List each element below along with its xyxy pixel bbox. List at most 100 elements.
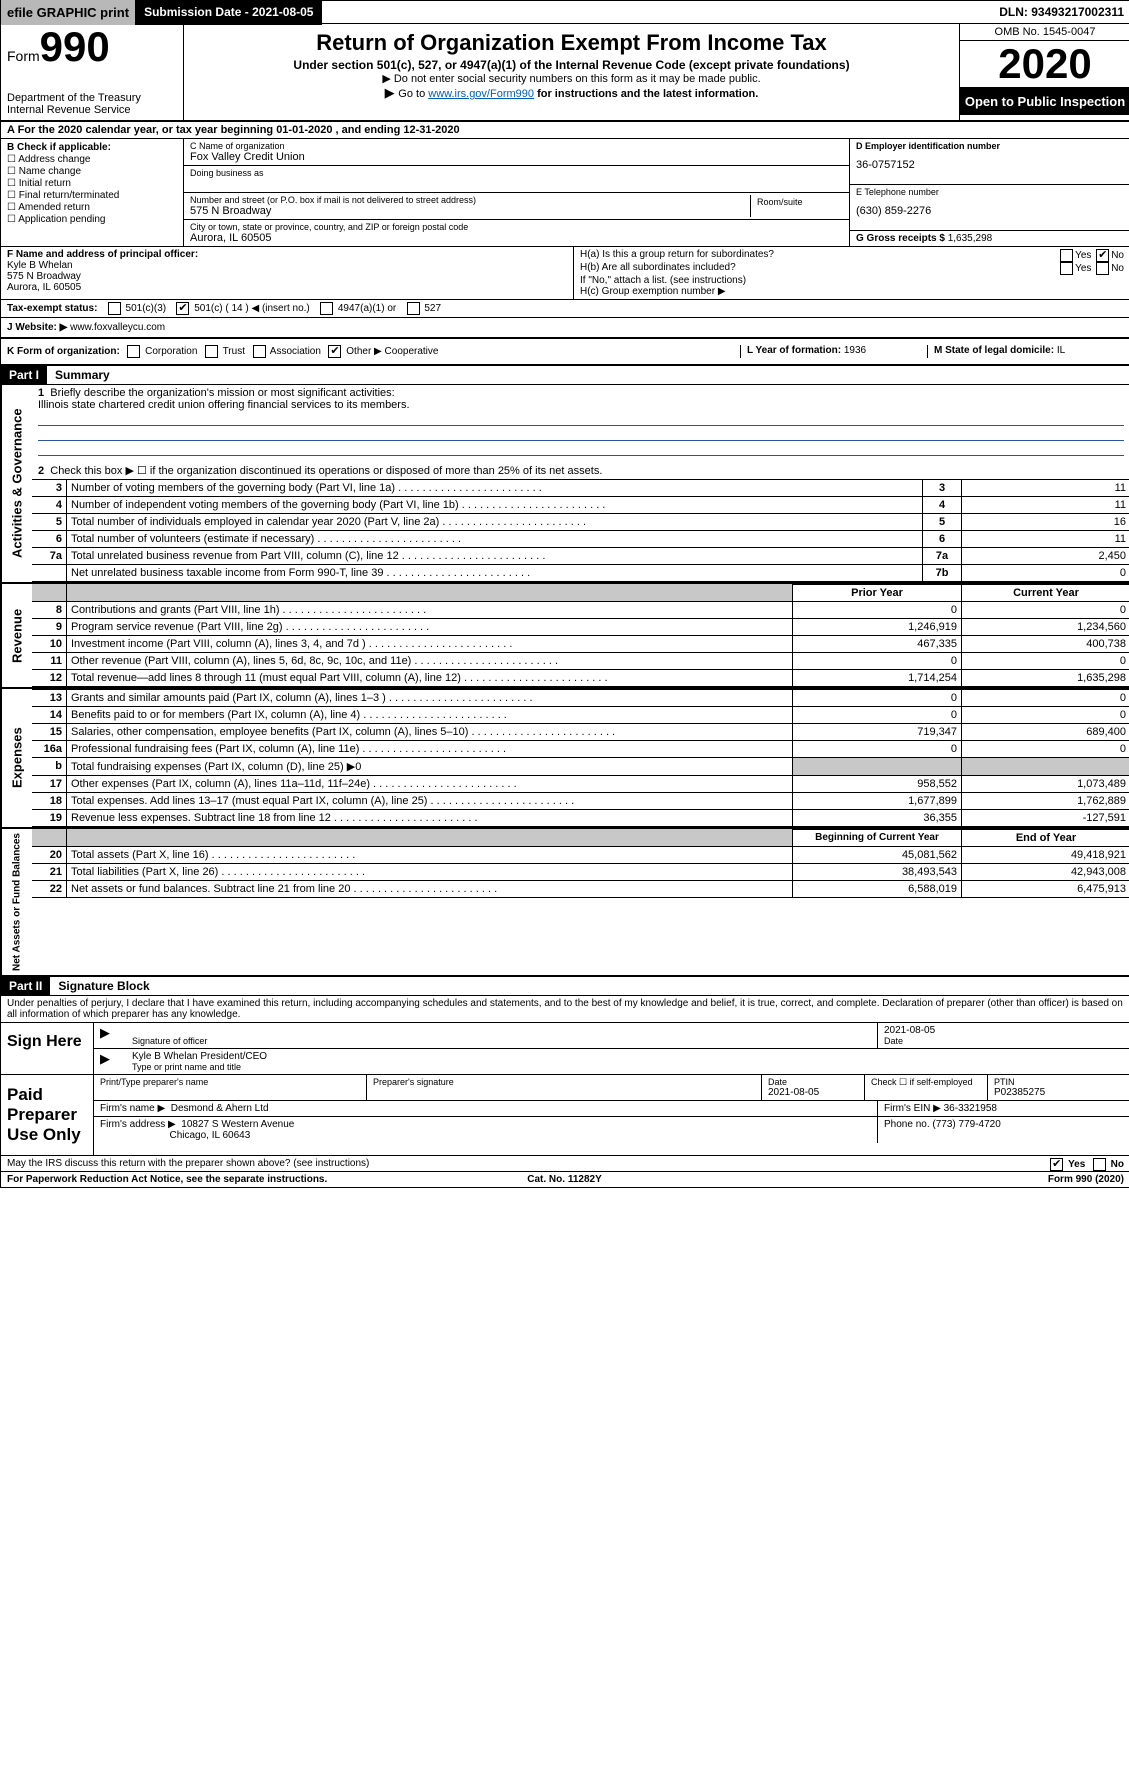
ptin-label: PTIN (994, 1077, 1124, 1087)
phone-label: E Telephone number (856, 187, 1124, 197)
open-to-public: Open to Public Inspection (960, 88, 1129, 115)
sig-officer-label: Signature of officer (132, 1036, 871, 1046)
paid-preparer-label: Paid Preparer Use Only (1, 1075, 94, 1155)
table-row: 8Contributions and grants (Part VIII, li… (32, 601, 1129, 618)
firm-name-label: Firm's name ▶ (100, 1103, 165, 1114)
city-value: Aurora, IL 60505 (190, 232, 843, 244)
chk-trust[interactable] (205, 345, 218, 358)
h-b-no[interactable] (1096, 262, 1109, 275)
paid-preparer-section: Paid Preparer Use Only Print/Type prepar… (1, 1075, 1129, 1155)
q2-num: 2 (38, 465, 44, 477)
net-assets-table: Beginning of Current Year End of Year 20… (32, 829, 1129, 898)
part-ii-badge: Part II (1, 977, 50, 995)
q2-text: Check this box ▶ ☐ if the organization d… (50, 465, 602, 477)
prior-year-head: Prior Year (793, 584, 962, 601)
chk-final-return[interactable]: Final return/terminated (7, 190, 177, 201)
table-row: 6Total number of volunteers (estimate if… (32, 530, 1129, 547)
firm-name: Desmond & Ahern Ltd (171, 1103, 269, 1114)
sig-date: 2021-08-05 (884, 1025, 1124, 1036)
table-row: bTotal fundraising expenses (Part IX, co… (32, 757, 1129, 775)
header-left: Form990 Department of the Treasury Inter… (1, 24, 184, 120)
h-a-no[interactable] (1096, 249, 1109, 262)
side-expenses: Expenses (1, 689, 32, 827)
suite-label: Room/suite (757, 197, 837, 207)
tax-status-label: Tax-exempt status: (7, 303, 97, 314)
revenue-section: Revenue Prior Year Current Year 8Contrib… (1, 584, 1129, 689)
subtitle-2: Do not enter social security numbers on … (194, 72, 949, 85)
topbar: efile GRAPHIC print Submission Date - 20… (1, 1, 1129, 24)
prep-date: 2021-08-05 (768, 1087, 858, 1098)
chk-4947[interactable] (320, 302, 333, 315)
footer: For Paperwork Reduction Act Notice, see … (1, 1171, 1129, 1187)
chk-initial-return[interactable]: Initial return (7, 178, 177, 189)
goto-post: for instructions and the latest informat… (537, 88, 758, 100)
subtitle-1: Under section 501(c), 527, or 4947(a)(1)… (194, 58, 949, 72)
chk-address-change[interactable]: Address change (7, 154, 177, 165)
expenses-section: Expenses 13Grants and similar amounts pa… (1, 689, 1129, 829)
perjury-statement: Under penalties of perjury, I declare th… (1, 996, 1129, 1023)
h-b-yes[interactable] (1060, 262, 1073, 275)
side-net-assets: Net Assets or Fund Balances (1, 829, 32, 975)
h-a-yes[interactable] (1060, 249, 1073, 262)
table-row: 14Benefits paid to or for members (Part … (32, 706, 1129, 723)
street-label: Number and street (or P.O. box if mail i… (190, 195, 750, 205)
chk-application-pending[interactable]: Application pending (7, 214, 177, 225)
firm-ein-label: Firm's EIN ▶ (884, 1103, 941, 1114)
gross-receipts-value: 1,635,298 (948, 233, 993, 244)
box-b-head: B Check if applicable: (7, 142, 111, 153)
part-ii-title: Signature Block (50, 977, 157, 995)
expenses-table: 13Grants and similar amounts paid (Part … (32, 689, 1129, 827)
table-row: 17Other expenses (Part IX, column (A), l… (32, 775, 1129, 792)
section-entity-info: B Check if applicable: Address change Na… (1, 139, 1129, 247)
table-row: 4Number of independent voting members of… (32, 496, 1129, 513)
chk-527[interactable] (407, 302, 420, 315)
officer-name: Kyle B Whelan (7, 260, 73, 271)
table-row: 18Total expenses. Add lines 13–17 (must … (32, 792, 1129, 809)
revenue-table: Prior Year Current Year 8Contributions a… (32, 584, 1129, 687)
chk-amended-return[interactable]: Amended return (7, 202, 177, 213)
form-990-page: efile GRAPHIC print Submission Date - 20… (0, 0, 1129, 1188)
discuss-yes[interactable] (1050, 1158, 1063, 1171)
part-i-header: Part I Summary (1, 366, 1129, 385)
website-label: J Website: ▶ (7, 322, 67, 333)
table-row: 21Total liabilities (Part X, line 26)38,… (32, 863, 1129, 880)
chk-assoc[interactable] (253, 345, 266, 358)
ein-value: 36-0757152 (856, 159, 1124, 171)
table-row: 11Other revenue (Part VIII, column (A), … (32, 652, 1129, 669)
mission-value: Illinois state chartered credit union of… (38, 399, 1124, 411)
firm-phone-label: Phone no. (884, 1119, 930, 1130)
street-value: 575 N Broadway (190, 205, 750, 217)
prep-sig-label: Preparer's signature (373, 1077, 755, 1087)
header: Form990 Department of the Treasury Inter… (1, 24, 1129, 122)
sig-date-label: Date (884, 1036, 1124, 1046)
footer-left: For Paperwork Reduction Act Notice, see … (7, 1174, 327, 1185)
chk-name-change[interactable]: Name change (7, 166, 177, 177)
chk-other[interactable] (328, 345, 341, 358)
side-revenue: Revenue (1, 584, 32, 687)
officer-label: F Name and address of principal officer: (7, 249, 198, 260)
chk-501c[interactable] (176, 302, 189, 315)
officer-street: 575 N Broadway (7, 271, 81, 282)
q1-num: 1 (38, 387, 44, 399)
footer-mid: Cat. No. 11282Y (527, 1174, 601, 1185)
chk-corp[interactable] (127, 345, 140, 358)
part-i-title: Summary (47, 366, 118, 384)
row-f-h: F Name and address of principal officer:… (1, 247, 1129, 300)
discuss-text: May the IRS discuss this return with the… (7, 1158, 369, 1169)
domicile-label: M State of legal domicile: (934, 345, 1054, 356)
current-year-head: Current Year (962, 584, 1129, 601)
table-row: 16aProfessional fundraising fees (Part I… (32, 740, 1129, 757)
part-ii-header: Part II Signature Block (1, 977, 1129, 996)
header-right: OMB No. 1545-0047 2020 Open to Public In… (959, 24, 1129, 120)
sign-here-section: Sign Here ▶ Signature of officer 2021-08… (1, 1023, 1129, 1075)
table-row: 13Grants and similar amounts paid (Part … (32, 689, 1129, 706)
efile-graphic-print[interactable]: efile GRAPHIC print (1, 0, 136, 25)
dba-label: Doing business as (190, 168, 843, 178)
prep-name-label: Print/Type preparer's name (100, 1077, 360, 1087)
arrow-icon: ▶ (385, 85, 399, 100)
irs-link[interactable]: www.irs.gov/Form990 (428, 88, 534, 100)
chk-501c3[interactable] (108, 302, 121, 315)
discuss-no[interactable] (1093, 1158, 1106, 1171)
submission-date: Submission Date - 2021-08-05 (136, 0, 322, 25)
gross-receipts-label: G Gross receipts $ (856, 233, 945, 244)
